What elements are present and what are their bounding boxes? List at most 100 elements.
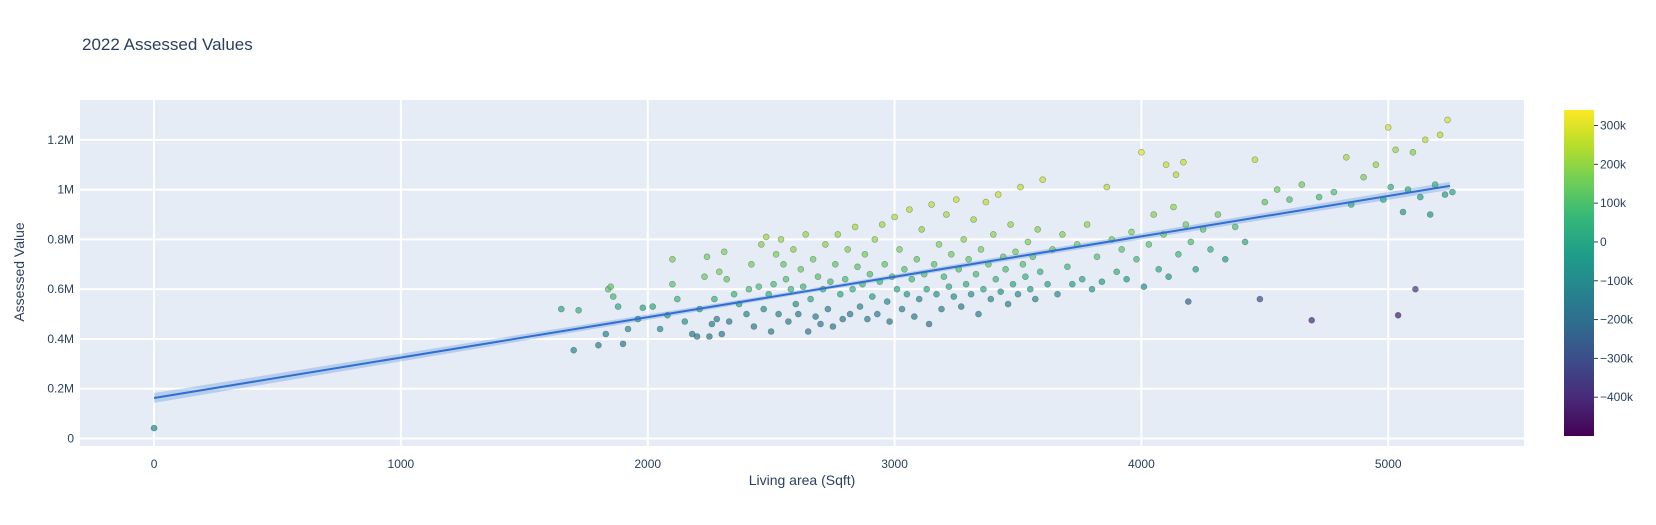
scatter-point bbox=[1113, 268, 1120, 276]
scatter-point bbox=[841, 275, 849, 283]
scatter-point bbox=[1138, 149, 1145, 156]
scatter-point bbox=[1069, 280, 1076, 288]
x-axis-ticks: 0 1000 2000 3000 4000 5000 bbox=[151, 457, 1402, 471]
scatter-point bbox=[1088, 285, 1096, 293]
scatter-point bbox=[1044, 280, 1051, 288]
scatter-point bbox=[1360, 173, 1367, 181]
scatter-point bbox=[997, 288, 1005, 296]
scatter-point bbox=[624, 325, 632, 333]
y-axis-title: Assessed Value bbox=[11, 222, 27, 322]
scatter-point bbox=[957, 303, 965, 310]
scatter-point bbox=[864, 315, 871, 323]
y-tick-label: 1.2M bbox=[47, 133, 74, 147]
scatter-point bbox=[797, 265, 805, 273]
scatter-point bbox=[903, 290, 911, 298]
scatter-point bbox=[839, 315, 847, 323]
scatter-point bbox=[775, 310, 782, 318]
scatter-point bbox=[1436, 131, 1444, 139]
scatter-point bbox=[980, 285, 987, 293]
y-tick-label: 1M bbox=[57, 183, 74, 197]
scatter-point bbox=[994, 191, 1002, 198]
scatter-point bbox=[1222, 255, 1229, 263]
scatter-point bbox=[928, 201, 935, 208]
scatter-point bbox=[785, 318, 792, 325]
scatter-point bbox=[1273, 186, 1281, 193]
scatter-point bbox=[1256, 295, 1264, 303]
scatter-point bbox=[1343, 154, 1350, 161]
x-tick-label: 4000 bbox=[1128, 457, 1155, 471]
scatter-point bbox=[1207, 246, 1214, 253]
scatter-point bbox=[639, 304, 647, 312]
scatter-point bbox=[834, 231, 842, 238]
scatter-point bbox=[945, 283, 953, 291]
scatter-point bbox=[1286, 196, 1293, 203]
scatter-point bbox=[1422, 136, 1429, 144]
scatter-point bbox=[1214, 211, 1222, 218]
scatter-point bbox=[1093, 253, 1101, 261]
scatter-point bbox=[762, 233, 770, 241]
scatter-point bbox=[1014, 290, 1022, 298]
scatter-point bbox=[1261, 198, 1269, 206]
scatter-point bbox=[673, 295, 681, 303]
scatter-point bbox=[770, 280, 777, 288]
scatter-point bbox=[1027, 285, 1034, 293]
y-tick-label: 0.4M bbox=[47, 332, 74, 346]
scatter-point bbox=[1384, 124, 1392, 131]
scatter-point bbox=[1162, 161, 1170, 168]
y-tick-label: 0.6M bbox=[47, 282, 74, 296]
scatter-point bbox=[873, 310, 881, 318]
colorbar-tick-label: 300k bbox=[1600, 119, 1627, 133]
scatter-point bbox=[1103, 183, 1111, 191]
scatter-point bbox=[150, 424, 158, 432]
scatter-point bbox=[938, 305, 945, 313]
y-axis-ticks: 0 0.2M 0.4M 0.6M 0.8M 1M 1.2M bbox=[47, 133, 74, 446]
scatter-point bbox=[1133, 255, 1140, 263]
scatter-point bbox=[708, 320, 716, 328]
scatter-point bbox=[809, 255, 817, 263]
y-tick-label: 0.8M bbox=[47, 232, 74, 246]
scatter-point bbox=[649, 303, 657, 310]
scatter-point bbox=[614, 303, 622, 310]
scatter-point bbox=[1372, 161, 1380, 168]
scatter-point bbox=[787, 285, 795, 293]
scatter-point bbox=[715, 268, 723, 276]
scatter-point bbox=[814, 273, 822, 281]
scatter-point bbox=[829, 323, 837, 330]
scatter-point bbox=[1012, 248, 1019, 256]
scatter-point bbox=[1399, 208, 1407, 216]
scatter-point bbox=[1412, 285, 1419, 293]
colorbar-tick-label: 100k bbox=[1600, 196, 1627, 210]
scatter-point bbox=[1182, 221, 1190, 228]
scatter-point bbox=[693, 333, 701, 340]
scatter-point bbox=[1441, 191, 1449, 198]
scatter-point bbox=[883, 298, 891, 305]
plot-area bbox=[80, 100, 1524, 446]
x-tick-label: 1000 bbox=[388, 457, 415, 471]
scatter-point bbox=[1078, 275, 1086, 283]
scatter-point bbox=[930, 260, 938, 268]
scatter-point bbox=[794, 310, 802, 318]
scatter-point bbox=[1024, 238, 1032, 246]
scatter-point bbox=[782, 275, 790, 283]
scatter-point bbox=[1175, 251, 1182, 258]
scatter-point bbox=[915, 295, 923, 303]
scatter-point bbox=[1083, 221, 1091, 228]
colorbar-tick-label: −300k bbox=[1600, 351, 1634, 365]
scatter-point bbox=[1192, 265, 1199, 273]
scatter-point bbox=[893, 285, 901, 293]
scatter-point bbox=[1155, 265, 1162, 273]
scatter-point bbox=[1330, 188, 1338, 196]
scatter-point bbox=[1431, 181, 1439, 188]
scatter-point bbox=[767, 328, 775, 335]
scatter-point bbox=[1032, 295, 1039, 303]
scatter-point bbox=[701, 273, 708, 281]
scatter-point bbox=[750, 323, 758, 330]
scatter-point bbox=[1231, 223, 1239, 231]
scatter-point bbox=[925, 320, 933, 328]
scatter-point bbox=[780, 260, 787, 268]
scatter-point bbox=[748, 260, 755, 268]
scatter-point bbox=[557, 305, 565, 313]
scatter-point bbox=[730, 290, 738, 298]
scatter-point bbox=[913, 255, 921, 263]
scatter-point bbox=[595, 341, 602, 349]
